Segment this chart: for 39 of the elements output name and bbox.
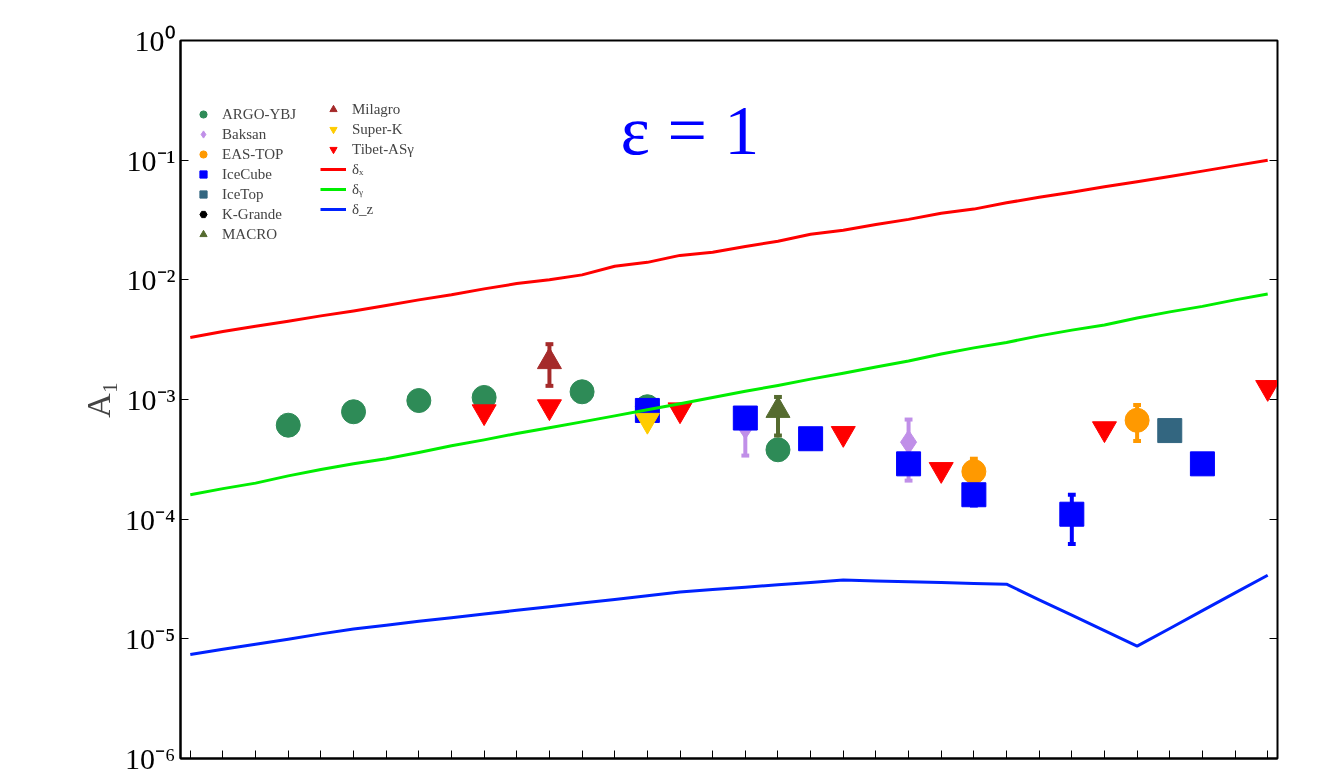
point [1157,418,1183,444]
legend-label: δᵧ [352,180,365,198]
y-tick-label: 10⁻⁵ [125,622,176,656]
point [961,482,987,508]
point [798,426,824,452]
y-tick-label: 10⁻⁶ [125,742,176,775]
annotation: ε = 1 [620,91,760,169]
point [732,405,758,431]
line-series [188,158,1270,339]
line-series [188,573,1270,656]
point [341,399,367,425]
point [961,459,987,485]
legend-label: K-Grande [222,205,282,223]
legend-label: MACRO [222,225,278,243]
point [275,412,301,438]
legend-label: δ_z [352,200,374,218]
legend-label: δₓ [352,160,365,178]
point [569,379,595,405]
y-tick-label: 10⁻² [126,263,176,297]
y-axis-title: A₁ [80,381,118,418]
y-tick-label: 10⁻⁴ [125,502,176,536]
legend-label: Tibet-ASγ [352,140,414,158]
y-tick-label: 10⁻¹ [126,143,176,177]
y-tick-label: 10⁻³ [126,383,176,416]
legend-label: Milagro [352,100,401,118]
point [1189,451,1215,477]
legend-label: EAS-TOP [222,145,284,163]
point [1124,407,1150,433]
legend-label: Baksan [222,125,267,143]
legend-label: Super-K [352,120,403,138]
legend-label: IceCube [222,165,272,183]
point [896,451,922,477]
legend-label: IceTop [222,185,264,203]
line-series [188,292,1270,497]
point [1059,501,1085,527]
legend-label: ARGO-YBJ [222,105,297,123]
point [765,437,791,463]
y-tick-label: 10⁰ [134,24,176,57]
point [406,388,432,414]
